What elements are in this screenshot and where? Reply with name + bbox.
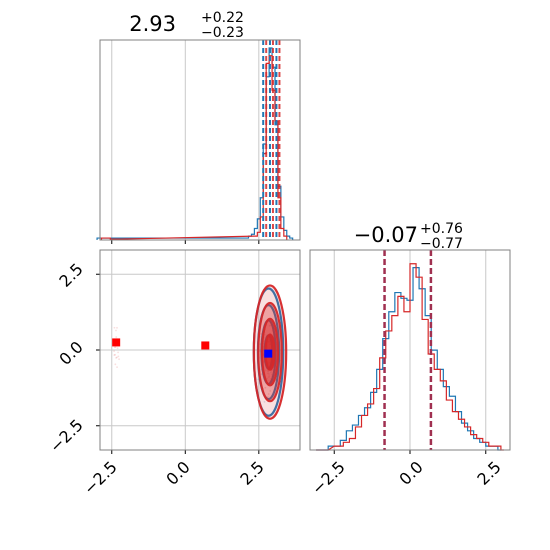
scatter-point	[116, 347, 119, 350]
scatter-point	[114, 353, 117, 356]
histogram-red	[316, 263, 504, 451]
scatter-point	[117, 351, 119, 354]
marginal-x-panel	[96, 39, 301, 244]
scatter-point	[269, 390, 272, 392]
marker-square	[264, 349, 273, 358]
marginal-y-tick-label: 0.0	[395, 457, 426, 488]
marker-square	[201, 341, 210, 350]
joint-panel	[96, 249, 301, 454]
scatter-point	[267, 396, 269, 399]
scatter-point	[260, 332, 262, 335]
title-x-value: 2.93	[129, 12, 176, 36]
scatter-point	[115, 329, 117, 332]
scatter-point	[115, 336, 118, 338]
joint-x-tick-label: 2.5	[236, 457, 267, 488]
marginal-x-frame	[99, 39, 301, 241]
scatter-point	[114, 346, 117, 349]
scatter-point	[114, 363, 117, 366]
scatter-point	[116, 326, 118, 329]
scatter-point	[263, 400, 266, 403]
histogram-red	[100, 55, 288, 240]
title-x-minus: −0.23	[201, 25, 244, 41]
title-y-plus: +0.76	[420, 221, 463, 237]
joint-y-tick-label: 0.0	[55, 337, 86, 368]
scatter-point	[116, 366, 118, 369]
scatter-point	[117, 355, 120, 358]
title-y-value: −0.07	[354, 223, 418, 247]
scatter-point	[113, 346, 116, 349]
scatter-point	[257, 378, 260, 381]
joint-x-tick-label: −2.5	[80, 457, 121, 498]
scatter-point	[264, 386, 267, 389]
marginal-y-panel	[309, 249, 511, 454]
scatter-point	[118, 358, 120, 361]
scatter-point	[113, 326, 116, 329]
histogram-blue	[316, 267, 501, 451]
marker-square	[112, 338, 121, 347]
joint-frame	[99, 249, 301, 451]
scatter-point	[115, 356, 118, 359]
joint-y-tick-label: 2.5	[55, 259, 86, 290]
title-y-minus: −0.77	[420, 236, 463, 252]
scatter-point	[113, 354, 116, 356]
marginal-y-tick-label: −2.5	[308, 457, 349, 498]
title-x-plus: +0.22	[201, 10, 244, 26]
joint-y-tick-label: −2.5	[46, 415, 87, 456]
scatter-point	[113, 350, 115, 352]
marginal-y-tick-label: 2.5	[473, 457, 504, 488]
scatter-point	[115, 356, 117, 359]
joint-x-tick-label: 0.0	[162, 457, 193, 488]
scatter-point	[267, 393, 270, 395]
marginal-y-frame	[309, 249, 511, 451]
